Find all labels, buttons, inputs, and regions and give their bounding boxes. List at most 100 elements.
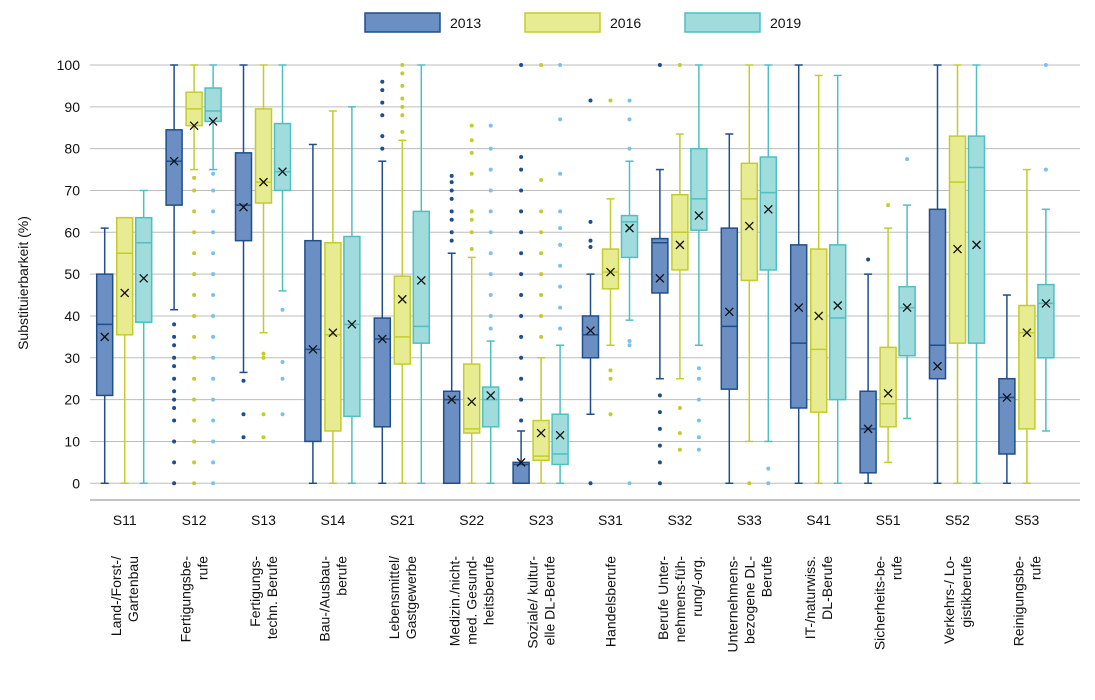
x-tick-label: S53 xyxy=(1014,512,1039,528)
box xyxy=(620,214,639,259)
mean-marker xyxy=(694,211,704,221)
mean-marker xyxy=(377,334,387,344)
x-tick-label: S11 xyxy=(113,512,137,528)
outlier xyxy=(211,439,216,444)
outlier xyxy=(627,146,632,151)
outlier xyxy=(539,251,544,256)
outlier xyxy=(558,226,563,231)
outlier xyxy=(400,63,405,67)
box xyxy=(859,390,877,474)
outlier xyxy=(696,397,701,402)
outlier xyxy=(488,167,493,172)
y-tick-label: 90 xyxy=(64,99,80,115)
outlier xyxy=(211,171,216,176)
y-tick-label: 30 xyxy=(64,350,80,366)
box xyxy=(690,147,708,231)
legend-label: 2013 xyxy=(450,15,481,31)
box xyxy=(898,285,916,357)
x-tick-label: S14 xyxy=(320,512,345,528)
mean-marker xyxy=(814,311,824,321)
outlier xyxy=(627,117,632,122)
outlier xyxy=(886,203,891,208)
outlier xyxy=(449,188,454,193)
category-description: Bau-/Ausbau- xyxy=(316,556,332,642)
mean-marker xyxy=(120,288,130,298)
box xyxy=(809,248,828,413)
outlier xyxy=(380,134,385,139)
mean-marker xyxy=(1041,298,1051,308)
outlier xyxy=(211,293,216,298)
mean-marker xyxy=(416,275,426,285)
outlier xyxy=(488,123,493,128)
box xyxy=(1018,304,1036,430)
box xyxy=(343,235,361,418)
box xyxy=(393,275,412,365)
outlier xyxy=(400,104,405,109)
outlier xyxy=(192,334,197,339)
y-axis-label: Substituierbarkeit (%) xyxy=(15,216,31,350)
y-tick-label: 40 xyxy=(64,308,80,324)
outlier xyxy=(469,171,474,176)
outlier xyxy=(627,339,632,344)
outlier xyxy=(558,242,563,247)
outlier xyxy=(380,100,385,105)
outlier xyxy=(400,83,405,88)
outlier xyxy=(211,251,216,256)
mean-marker xyxy=(139,273,149,283)
box xyxy=(324,242,342,432)
y-tick-label: 80 xyxy=(64,141,80,157)
outlier xyxy=(608,412,613,417)
outlier xyxy=(677,447,682,452)
box xyxy=(273,122,292,192)
category-description: Berufe xyxy=(758,556,774,597)
outlier xyxy=(558,305,563,310)
outlier xyxy=(677,405,682,410)
box xyxy=(828,244,847,401)
mean-marker xyxy=(933,361,942,371)
mean-marker xyxy=(953,244,962,254)
outlier xyxy=(211,209,216,214)
box xyxy=(789,244,808,409)
outlier xyxy=(172,334,177,339)
category-description: Soziale/ kultur- xyxy=(525,556,541,649)
outlier xyxy=(657,63,662,67)
legend-swatch xyxy=(524,12,601,33)
y-tick-label: 60 xyxy=(64,224,80,240)
outlier xyxy=(469,217,474,222)
category-description: Sicherheits-be- xyxy=(872,556,888,650)
outlier xyxy=(539,209,544,214)
box xyxy=(720,227,739,390)
outlier xyxy=(519,155,524,160)
mean-marker xyxy=(883,388,893,398)
outlier xyxy=(172,343,177,348)
outlier xyxy=(519,418,524,423)
box xyxy=(759,156,778,271)
outlier xyxy=(488,188,493,193)
mean-marker xyxy=(655,273,665,283)
category-description: Fertigungs- xyxy=(247,556,263,627)
box xyxy=(115,216,134,336)
outlier xyxy=(192,251,197,256)
outlier xyxy=(192,209,197,214)
outlier xyxy=(192,175,197,180)
category-description: rufe xyxy=(889,556,905,580)
outlier xyxy=(558,263,563,268)
category-description: rufe xyxy=(195,556,211,580)
outlier xyxy=(608,376,613,381)
category-description: Berufe Unter- xyxy=(655,556,671,640)
mean-marker xyxy=(169,156,179,166)
mean-marker xyxy=(972,240,981,250)
outlier xyxy=(400,129,405,134)
mean-marker xyxy=(902,303,912,313)
outlier xyxy=(172,397,177,402)
category-description: Unternehmens- xyxy=(724,556,740,653)
outlier xyxy=(400,71,405,76)
outlier xyxy=(192,293,197,298)
outlier xyxy=(677,431,682,436)
y-tick-label: 20 xyxy=(64,392,80,408)
outlier xyxy=(400,113,405,118)
outlier xyxy=(519,209,524,214)
mean-marker xyxy=(328,328,338,338)
outlier xyxy=(192,481,197,486)
box xyxy=(134,216,153,323)
